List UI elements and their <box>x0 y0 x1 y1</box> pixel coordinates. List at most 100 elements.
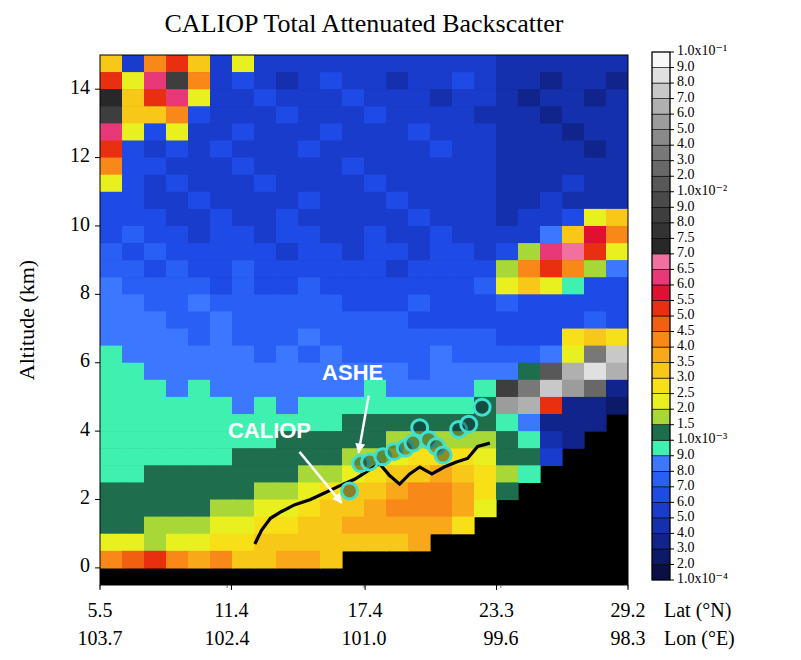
cell <box>254 363 277 381</box>
cell <box>518 209 541 227</box>
cell <box>100 465 123 483</box>
colorbar-tick <box>670 191 674 192</box>
colorbar-tick <box>670 98 674 99</box>
cell <box>320 534 343 552</box>
cell <box>188 517 211 535</box>
cell <box>298 55 321 73</box>
cell <box>606 329 628 347</box>
cell <box>342 482 365 500</box>
colorbar-tick-label: 7.5 <box>677 230 695 245</box>
cell <box>386 482 409 500</box>
cell <box>496 277 519 295</box>
cell <box>166 414 189 432</box>
cell <box>606 123 628 141</box>
cell <box>232 55 255 73</box>
cell <box>122 226 145 244</box>
cell <box>254 55 277 73</box>
cell <box>100 517 123 535</box>
cell <box>386 89 409 107</box>
cell <box>386 175 409 193</box>
cell <box>452 363 475 381</box>
y-tick <box>95 89 100 90</box>
cell <box>210 260 233 278</box>
cell <box>496 72 519 90</box>
cell <box>474 397 497 415</box>
colorbar-tick-label: 8.0 <box>677 74 695 89</box>
cell <box>320 311 343 329</box>
cell <box>298 209 321 227</box>
colorbar-segment <box>652 332 670 348</box>
colorbar-segment <box>652 409 670 425</box>
cell <box>320 72 343 90</box>
cell <box>452 140 475 158</box>
cell <box>540 329 563 347</box>
colorbar-segment <box>652 130 670 146</box>
x-tick-label: 17.4 <box>348 599 383 621</box>
cell <box>408 311 431 329</box>
cell <box>276 158 299 176</box>
cell <box>122 380 145 398</box>
cell <box>254 260 277 278</box>
cell <box>298 294 321 312</box>
cell <box>144 175 167 193</box>
cell <box>276 140 299 158</box>
colorbar-segment <box>652 533 670 549</box>
cell <box>584 89 607 107</box>
cell <box>430 158 453 176</box>
cell <box>188 72 211 90</box>
chart: CALIOP Total Attenuated BackscatterASHEC… <box>0 0 801 660</box>
cell <box>188 294 211 312</box>
cell <box>474 72 497 90</box>
cell <box>430 311 453 329</box>
cell <box>496 363 519 381</box>
cell <box>342 123 365 141</box>
cell <box>276 89 299 107</box>
cell <box>232 500 255 518</box>
cell <box>122 260 145 278</box>
cell <box>122 243 145 261</box>
annotation-arrow <box>299 452 341 503</box>
cell <box>254 158 277 176</box>
cell <box>122 277 145 295</box>
cell <box>496 106 519 124</box>
cell <box>232 175 255 193</box>
cell <box>166 209 189 227</box>
cell <box>144 329 167 347</box>
cell <box>518 380 541 398</box>
colorbar-tick-label: 5.0 <box>677 307 695 322</box>
cell <box>166 500 189 518</box>
cell <box>474 465 497 483</box>
cell <box>518 89 541 107</box>
cell <box>144 226 167 244</box>
cell <box>496 311 519 329</box>
colorbar-segment <box>652 114 670 130</box>
cell <box>144 482 167 500</box>
cell <box>100 158 123 176</box>
cell <box>144 294 167 312</box>
colorbar-segment <box>652 145 670 161</box>
cell <box>496 380 519 398</box>
cell <box>188 311 211 329</box>
cell <box>518 243 541 261</box>
cell <box>232 397 255 415</box>
cell <box>518 346 541 364</box>
cell <box>342 500 365 518</box>
cell <box>474 380 497 398</box>
cell <box>210 482 233 500</box>
cell <box>342 72 365 90</box>
colorbar-frame <box>652 52 670 580</box>
colorbar-tick <box>670 83 674 84</box>
cell <box>254 500 277 518</box>
cell <box>122 414 145 432</box>
cell <box>166 140 189 158</box>
cell <box>584 243 607 261</box>
colorbar-segment <box>652 223 670 239</box>
cell <box>320 500 343 518</box>
cell <box>100 226 123 244</box>
cell <box>298 329 321 347</box>
y-tick <box>95 225 100 226</box>
cell <box>364 414 387 432</box>
cell <box>364 243 387 261</box>
x-tick <box>496 585 497 590</box>
cell <box>474 55 497 73</box>
